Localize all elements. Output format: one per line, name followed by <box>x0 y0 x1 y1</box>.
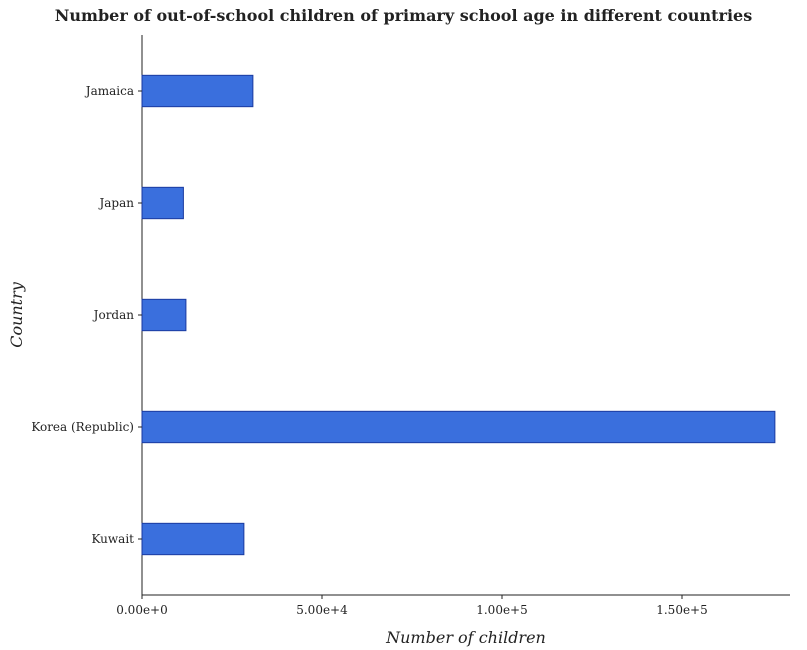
bar-kuwait <box>141 522 245 556</box>
bar-japan <box>141 186 184 220</box>
y-tick-label: Jamaica <box>84 84 134 98</box>
x-tick-label: 1.00e+5 <box>476 603 528 617</box>
y-tick-label: Korea (Republic) <box>31 420 134 434</box>
bar-jordan <box>141 298 187 332</box>
x-tick-label: 1.50e+5 <box>656 603 708 617</box>
y-tick-label: Japan <box>97 196 134 210</box>
bar-jamaica <box>141 74 254 108</box>
bar-korea-republic <box>141 410 776 444</box>
chart-title: Number of out-of-school children of prim… <box>54 6 753 25</box>
y-axis-label: Country <box>7 281 26 348</box>
y-tick-label: Jordan <box>92 308 135 322</box>
x-tick-label: 5.00e+4 <box>296 603 348 617</box>
y-tick-label: Kuwait <box>91 532 134 546</box>
x-tick-label: 0.00e+0 <box>116 603 168 617</box>
x-axis-label: Number of children <box>385 628 546 647</box>
